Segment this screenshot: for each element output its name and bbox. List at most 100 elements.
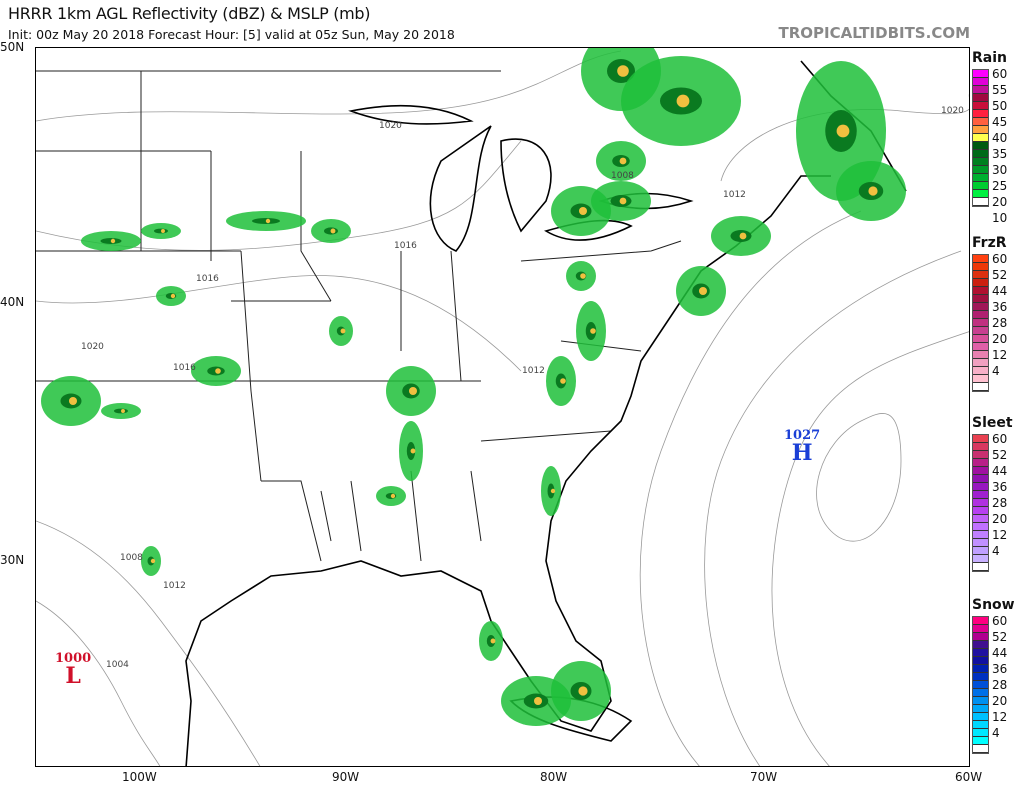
legend-swatch <box>973 697 988 705</box>
isobar-label: 1012 <box>163 581 186 591</box>
watermark: TROPICALTIDBITS.COM <box>778 24 971 42</box>
precip-heavy <box>69 397 77 405</box>
legend-label: 60 <box>992 614 1008 628</box>
legend-swatch <box>973 255 988 263</box>
legend-swatch <box>973 70 988 78</box>
isobar-label: 1012 <box>522 366 545 376</box>
precip-heavy <box>619 157 627 165</box>
legend-swatch <box>973 681 988 689</box>
lon-label-70w: 70W <box>750 770 778 784</box>
legend-swatch <box>973 287 988 295</box>
precip-heavy <box>534 697 542 705</box>
legend-swatch <box>973 547 988 555</box>
legend-swatch <box>973 531 988 539</box>
legend-swatch <box>973 110 988 118</box>
legend-swatch <box>973 295 988 303</box>
legend-swatch <box>973 467 988 475</box>
legend-swatch <box>973 443 988 451</box>
high-pressure-center: 1027 H <box>784 428 821 466</box>
legend-swatch <box>973 327 988 335</box>
legend-label: 12 <box>992 528 1008 542</box>
legend-label: 36 <box>992 300 1008 314</box>
legend-swatch <box>973 375 988 383</box>
low-pressure-center: 1000 L <box>55 651 92 689</box>
legend-swatch <box>973 491 988 499</box>
precip-heavy <box>161 229 165 233</box>
precip-heavy <box>409 387 417 395</box>
precip-heavy <box>836 124 850 138</box>
legend-swatch <box>973 86 988 94</box>
precip-heavy <box>390 493 396 499</box>
legend-swatch <box>973 198 988 206</box>
legend-swatch <box>973 359 988 367</box>
legend-label: 20 <box>992 195 1008 209</box>
legend-swatch <box>973 279 988 287</box>
legend-swatch <box>973 689 988 697</box>
legend-swatch <box>973 649 988 657</box>
legend-label: 52 <box>992 268 1008 282</box>
legend-label: 4 <box>992 544 1000 558</box>
legend-swatch <box>973 166 988 174</box>
reflectivity-map[interactable]: 1020 1016 1016 1012 1012 1008 1008 1012 … <box>35 47 970 767</box>
legend-swatch <box>973 633 988 641</box>
legend-title: Snow <box>972 597 1015 613</box>
legend-label: 10 <box>992 211 1008 225</box>
legend-swatch <box>973 126 988 134</box>
legend-label: 44 <box>992 646 1008 660</box>
map-subtitle: Init: 00z May 20 2018 Forecast Hour: [5]… <box>8 27 455 42</box>
legend-label: 4 <box>992 364 1000 378</box>
legend-title: Sleet <box>972 415 1013 431</box>
legend-label: 35 <box>992 147 1008 161</box>
legend-swatch <box>973 134 988 142</box>
legend-swatch <box>973 555 988 563</box>
legend-swatch <box>973 499 988 507</box>
precip-heavy <box>121 409 125 413</box>
lon-label-90w: 90W <box>332 770 360 784</box>
precip-heavy <box>550 488 556 494</box>
legend-swatch <box>973 451 988 459</box>
legend-label: 60 <box>992 432 1008 446</box>
legend-swatch <box>973 383 988 391</box>
legend-swatch <box>973 142 988 150</box>
isobar-label: 1016 <box>394 241 417 251</box>
legend-swatch <box>973 665 988 673</box>
isobar-label: 1004 <box>106 660 129 670</box>
precip-heavy <box>617 65 629 77</box>
lat-label-50n: 50N <box>0 40 25 54</box>
legend-swatch <box>973 721 988 729</box>
legend-swatch <box>973 343 988 351</box>
legend-label: 44 <box>992 284 1008 298</box>
precip-heavy <box>170 293 176 299</box>
legend-label: 50 <box>992 99 1008 113</box>
legend-swatch <box>973 523 988 531</box>
legend-sleet: Sleet 60 52 44 36 28 20 12 4 <box>972 415 1024 572</box>
legend-swatch <box>973 263 988 271</box>
legend-swatch <box>973 174 988 182</box>
legend-swatch <box>973 319 988 327</box>
legend-swatch <box>973 507 988 515</box>
legend-label: 36 <box>992 662 1008 676</box>
legend-swatch <box>973 78 988 86</box>
legend-swatch <box>973 515 988 523</box>
legend-label: 52 <box>992 630 1008 644</box>
legend-label: 20 <box>992 694 1008 708</box>
color-scale <box>972 616 989 754</box>
legend-label: 28 <box>992 678 1008 692</box>
legend-label: 52 <box>992 448 1008 462</box>
precip-heavy <box>560 378 566 384</box>
legend-label: 36 <box>992 480 1008 494</box>
isobar-label: 1008 <box>611 171 634 181</box>
legend-swatch <box>973 311 988 319</box>
legend-swatch <box>973 713 988 721</box>
legend-swatch <box>973 459 988 467</box>
legend-label: 28 <box>992 316 1008 330</box>
legend-swatch <box>973 625 988 633</box>
legend-swatch <box>973 102 988 110</box>
precip-heavy <box>699 287 707 295</box>
legend-freezing-rain: FrzR 60 52 44 36 28 20 12 4 <box>972 235 1024 392</box>
legend-label: 28 <box>992 496 1008 510</box>
legend-swatch <box>973 673 988 681</box>
isobar-label: 1008 <box>120 553 143 563</box>
isobar-label: 1020 <box>941 106 964 116</box>
lat-label-40n: 40N <box>0 295 25 309</box>
